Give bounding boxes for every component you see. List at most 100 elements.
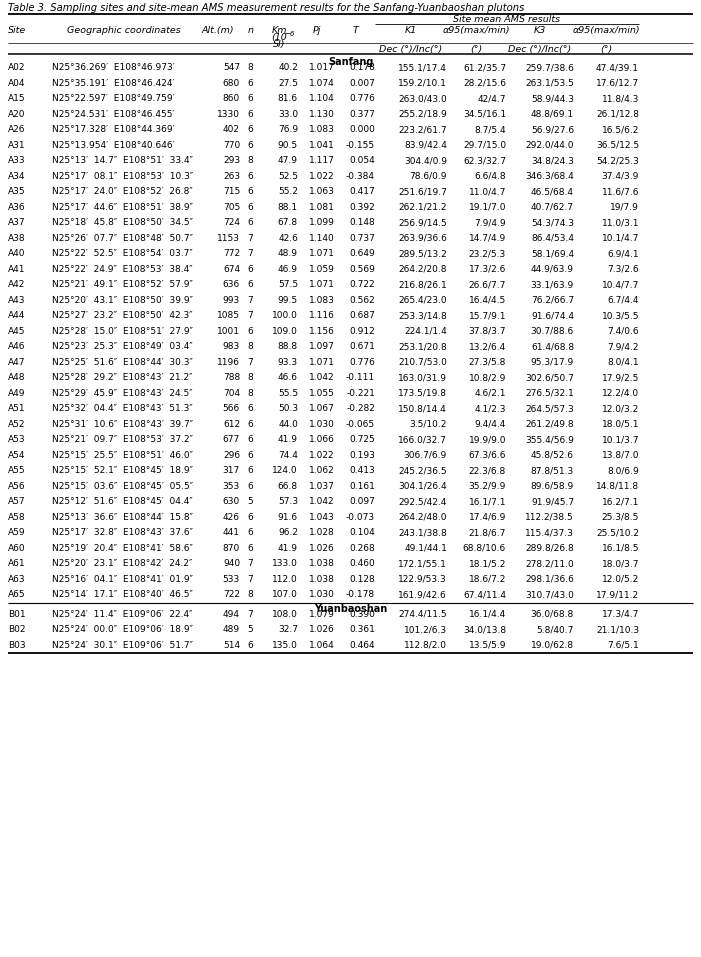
Text: 566: 566 [223, 404, 240, 413]
Text: 259.7/38.6: 259.7/38.6 [525, 63, 574, 72]
Text: 78.6/0.9: 78.6/0.9 [409, 171, 447, 181]
Text: 6: 6 [247, 420, 253, 429]
Text: 7.3/2.6: 7.3/2.6 [607, 265, 639, 274]
Text: A57: A57 [8, 498, 26, 506]
Text: 0.776: 0.776 [349, 358, 375, 367]
Text: 86.4/53.4: 86.4/53.4 [531, 234, 574, 243]
Text: 41.9: 41.9 [278, 435, 298, 444]
Text: 16.2/7.1: 16.2/7.1 [601, 498, 639, 506]
Text: 16.1/4.4: 16.1/4.4 [469, 610, 506, 619]
Text: 115.4/37.3: 115.4/37.3 [525, 528, 574, 537]
Text: 45.8/52.6: 45.8/52.6 [531, 451, 574, 459]
Text: 1.071: 1.071 [309, 358, 335, 367]
Text: 0.377: 0.377 [349, 110, 375, 119]
Text: 17.3/2.6: 17.3/2.6 [469, 265, 506, 274]
Text: 14.7/4.9: 14.7/4.9 [469, 234, 506, 243]
Text: 47.9: 47.9 [278, 156, 298, 166]
Text: 1153: 1153 [217, 234, 240, 243]
Text: 0.413: 0.413 [349, 466, 375, 476]
Text: 27.5: 27.5 [278, 78, 298, 88]
Text: Site mean AMS results: Site mean AMS results [454, 14, 561, 24]
Text: 67.4/11.4: 67.4/11.4 [463, 590, 506, 599]
Text: N25°21′  09.7″  E108°53′  37.2″: N25°21′ 09.7″ E108°53′ 37.2″ [52, 435, 193, 444]
Text: N25°22.597′  E108°49.759′: N25°22.597′ E108°49.759′ [52, 94, 175, 103]
Text: 19/7.9: 19/7.9 [610, 203, 639, 211]
Text: A45: A45 [8, 326, 25, 336]
Text: 34.5/16.1: 34.5/16.1 [463, 110, 506, 119]
Text: 8.0/6.9: 8.0/6.9 [607, 466, 639, 476]
Text: 48.9: 48.9 [278, 249, 298, 258]
Text: 19.0/62.8: 19.0/62.8 [531, 641, 574, 650]
Text: 1.074: 1.074 [309, 78, 335, 88]
Text: 46.6: 46.6 [278, 373, 298, 382]
Text: 99.5: 99.5 [278, 296, 298, 304]
Text: 7: 7 [247, 296, 253, 304]
Text: n: n [247, 26, 254, 35]
Text: 317: 317 [223, 466, 240, 476]
Text: 1.071: 1.071 [309, 280, 335, 289]
Text: K1: K1 [405, 26, 417, 35]
Text: 163.0/31.9: 163.0/31.9 [398, 373, 447, 382]
Text: 74.4: 74.4 [278, 451, 298, 459]
Text: 289.5/13.2: 289.5/13.2 [398, 249, 447, 258]
Text: N25°20′  43.1″  E108°50′  39.9″: N25°20′ 43.1″ E108°50′ 39.9″ [52, 296, 193, 304]
Text: 6: 6 [247, 265, 253, 274]
Text: N25°31′  10.6″  E108°43′  39.7″: N25°31′ 10.6″ E108°43′ 39.7″ [52, 420, 193, 429]
Text: 10.1/4.7: 10.1/4.7 [601, 234, 639, 243]
Text: A42: A42 [8, 280, 25, 289]
Text: A35: A35 [8, 188, 26, 196]
Text: N25°29′  45.9″  E108°43′  24.5″: N25°29′ 45.9″ E108°43′ 24.5″ [52, 389, 193, 398]
Text: 255.2/18.9: 255.2/18.9 [398, 110, 447, 119]
Text: 263.9/36.6: 263.9/36.6 [398, 234, 447, 243]
Text: 25.5/10.2: 25.5/10.2 [596, 528, 639, 537]
Text: 7: 7 [247, 234, 253, 243]
Text: 91.6/74.4: 91.6/74.4 [531, 311, 574, 321]
Text: 7: 7 [247, 311, 253, 321]
Text: 1.156: 1.156 [309, 326, 335, 336]
Text: N25°16′  04.1″  E108°41′  01.9″: N25°16′ 04.1″ E108°41′ 01.9″ [52, 575, 193, 584]
Text: N25°27′  23.2″  E108°50′  42.3″: N25°27′ 23.2″ E108°50′ 42.3″ [52, 311, 193, 321]
Text: 48.8/69.1: 48.8/69.1 [531, 110, 574, 119]
Text: 26.1/12.8: 26.1/12.8 [596, 110, 639, 119]
Text: 18.0/5.1: 18.0/5.1 [601, 420, 639, 429]
Text: N25°28′  29.2″  E108°43′  21.2″: N25°28′ 29.2″ E108°43′ 21.2″ [52, 373, 193, 382]
Text: 292.0/44.0: 292.0/44.0 [526, 141, 574, 149]
Text: 17.9/2.5: 17.9/2.5 [601, 373, 639, 382]
Text: 306.7/6.9: 306.7/6.9 [404, 451, 447, 459]
Text: 1.055: 1.055 [309, 389, 335, 398]
Text: 108.0: 108.0 [272, 610, 298, 619]
Text: 6: 6 [247, 326, 253, 336]
Text: 993: 993 [223, 296, 240, 304]
Text: B01: B01 [8, 610, 26, 619]
Text: -0.384: -0.384 [346, 171, 375, 181]
Text: N25°35.191′  E108°46.424′: N25°35.191′ E108°46.424′ [52, 78, 175, 88]
Text: 12.0/5.2: 12.0/5.2 [601, 575, 639, 584]
Text: 630: 630 [223, 498, 240, 506]
Text: 0.390: 0.390 [349, 610, 375, 619]
Text: 514: 514 [223, 641, 240, 650]
Text: 14.8/11.8: 14.8/11.8 [596, 481, 639, 491]
Text: 91.6: 91.6 [278, 513, 298, 522]
Text: A36: A36 [8, 203, 26, 211]
Text: 12.0/3.2: 12.0/3.2 [601, 404, 639, 413]
Text: 27.3/5.8: 27.3/5.8 [469, 358, 506, 367]
Text: 58.1/69.4: 58.1/69.4 [531, 249, 574, 258]
Text: Table 3. Sampling sites and site-mean AMS measurement results for the Sanfang-Yu: Table 3. Sampling sites and site-mean AM… [8, 3, 524, 13]
Text: 22.3/6.8: 22.3/6.8 [469, 466, 506, 476]
Text: 32.7: 32.7 [278, 625, 298, 634]
Text: A41: A41 [8, 265, 25, 274]
Text: 724: 724 [223, 218, 240, 227]
Text: 173.5/19.8: 173.5/19.8 [398, 389, 447, 398]
Text: A31: A31 [8, 141, 26, 149]
Text: 124.0: 124.0 [273, 466, 298, 476]
Text: N25°23′  25.3″  E108°49′  03.4″: N25°23′ 25.3″ E108°49′ 03.4″ [52, 343, 193, 351]
Text: 1330: 1330 [217, 110, 240, 119]
Text: A60: A60 [8, 544, 26, 553]
Text: 52.5: 52.5 [278, 171, 298, 181]
Text: 1.116: 1.116 [309, 311, 335, 321]
Text: A59: A59 [8, 528, 26, 537]
Text: B03: B03 [8, 641, 26, 650]
Text: 705: 705 [223, 203, 240, 211]
Text: 263: 263 [223, 171, 240, 181]
Text: N25°17.328′  E108°44.369′: N25°17.328′ E108°44.369′ [52, 125, 175, 134]
